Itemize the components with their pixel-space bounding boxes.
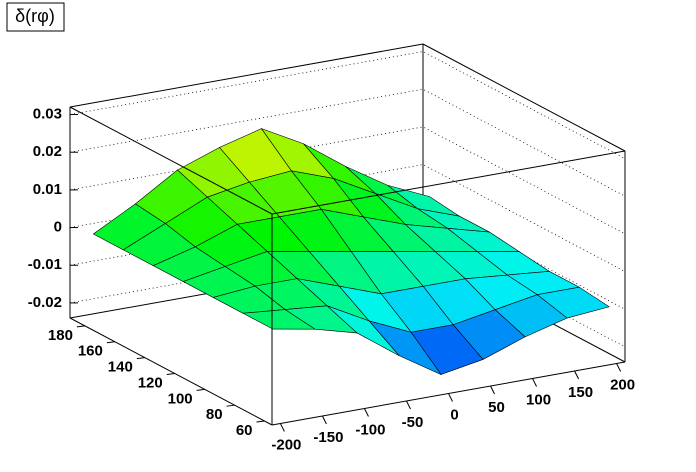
x-tick-label: -100 — [355, 421, 385, 438]
y-tick — [256, 420, 265, 423]
x-tick-label: 100 — [526, 391, 551, 408]
box-edge — [422, 43, 626, 152]
y-tick — [226, 404, 235, 407]
y-tick-label: 100 — [168, 390, 193, 407]
x-tick — [321, 415, 327, 425]
y-tick-label: 140 — [108, 359, 133, 376]
y-tick — [136, 357, 145, 360]
y-tick-label: 180 — [48, 327, 73, 344]
z-tick-label: 0.01 — [33, 181, 62, 198]
y-tick-label: 160 — [78, 343, 103, 360]
box-edge — [69, 317, 273, 426]
x-tick-label: -150 — [313, 429, 343, 446]
x-tick — [490, 385, 495, 395]
y-tick-label: 80 — [206, 406, 223, 423]
y-tick — [166, 372, 175, 375]
y-tick — [76, 325, 86, 328]
z-tick-label: 0 — [54, 219, 62, 236]
x-tick — [616, 363, 622, 372]
title-box — [6, 2, 65, 32]
x-tick-label: 200 — [610, 376, 635, 393]
z-tick-label: -0.01 — [28, 256, 62, 273]
chart-title: δ(rφ) — [15, 6, 55, 26]
x-tick — [574, 370, 580, 380]
x-tick — [364, 408, 369, 417]
x-tick — [448, 393, 453, 402]
y-tick — [196, 388, 205, 391]
x-tick-label: -200 — [271, 436, 301, 453]
y-tick-label: 60 — [236, 422, 253, 439]
z-tick-label: 0.03 — [33, 106, 62, 123]
x-tick-label: 0 — [450, 406, 458, 423]
x-tick — [532, 378, 537, 387]
x-tick-label: 150 — [568, 384, 593, 401]
surface-cell — [241, 309, 316, 330]
z-tick-label: -0.02 — [28, 294, 62, 311]
x-tick-label: -50 — [402, 414, 424, 431]
x-tick — [279, 423, 285, 432]
box-edge — [271, 150, 626, 215]
z-tick-label: 0.02 — [33, 143, 62, 160]
x-tick-label: 50 — [488, 399, 505, 416]
box-edge — [69, 106, 273, 215]
x-tick — [406, 400, 411, 410]
box-edge — [69, 43, 424, 108]
y-tick — [106, 341, 115, 344]
y-tick-label: 120 — [138, 374, 163, 391]
